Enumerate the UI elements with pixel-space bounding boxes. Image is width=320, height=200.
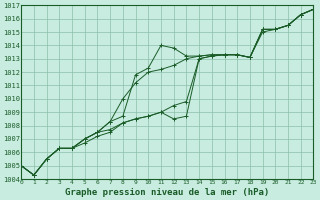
X-axis label: Graphe pression niveau de la mer (hPa): Graphe pression niveau de la mer (hPa): [65, 188, 269, 197]
